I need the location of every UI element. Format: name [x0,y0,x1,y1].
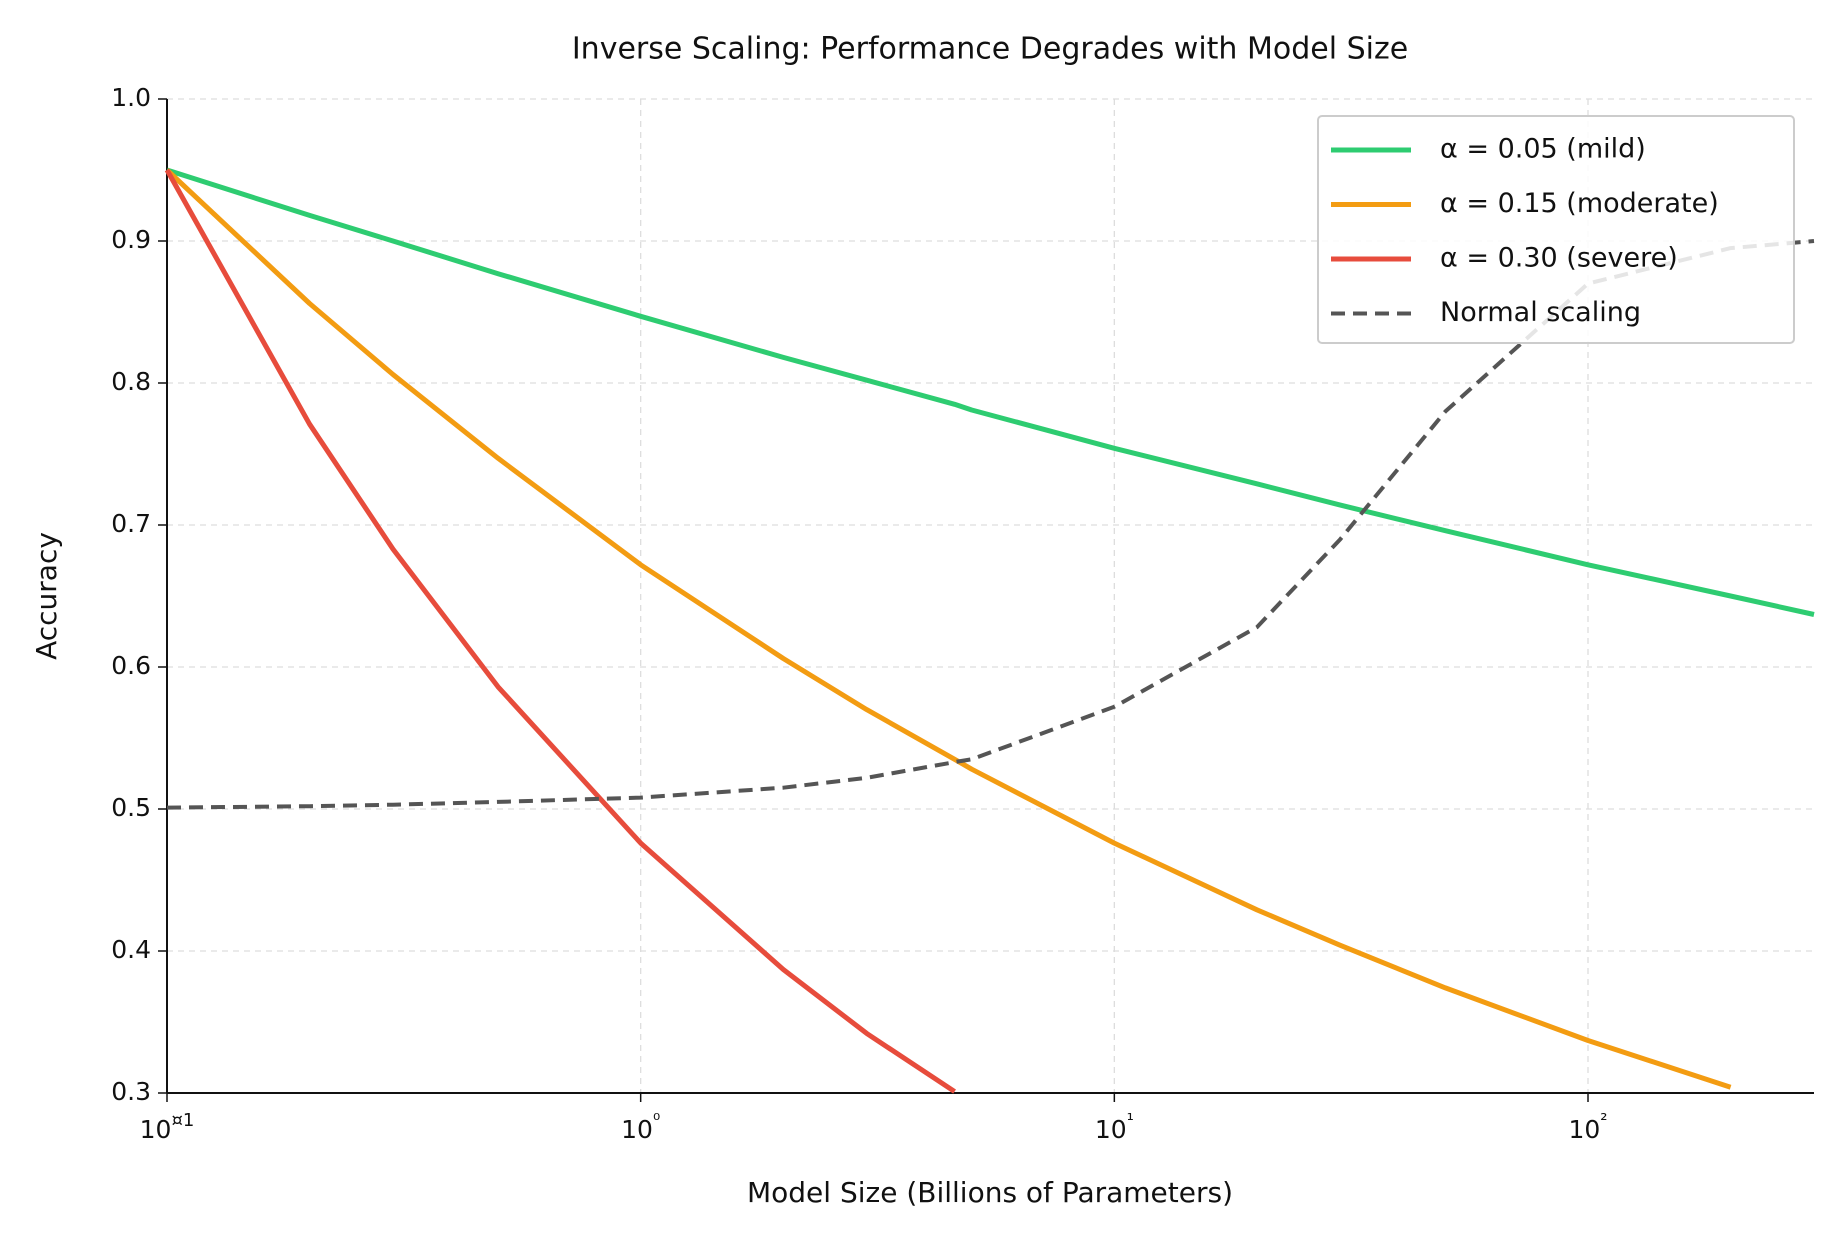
legend-label: Normal scaling [1440,297,1641,328]
y-tick-label: 0.7 [111,509,151,538]
legend-label: α = 0.30 (severe) [1440,243,1678,274]
series-line [166,167,1815,617]
y-tick-label: 0.3 [111,1077,151,1106]
chart-title: Inverse Scaling: Performance Degrades wi… [572,32,1408,67]
y-tick-label: 1.0 [111,83,151,112]
y-tick-label: 0.5 [111,793,151,822]
y-axis-label: Accuracy [30,532,63,660]
y-tick-label: 0.8 [111,367,151,396]
x-tick-label: 10⁰ [621,1110,660,1144]
legend-label: α = 0.05 (mild) [1440,134,1646,165]
legend-label: α = 0.15 (moderate) [1440,188,1719,219]
x-tick-label: 10¤1 [140,1110,195,1144]
series-line [166,239,1815,810]
y-tick-label: 0.4 [111,935,151,964]
y-tick-label: 0.6 [111,651,151,680]
legend-box [1317,115,1795,344]
series-line [165,168,1732,1090]
x-tick-label: 10¹ [1095,1110,1134,1144]
x-tick-label: 10² [1568,1110,1607,1144]
series-line [164,168,956,1094]
x-axis-label: Model Size (Billions of Parameters) [747,1176,1233,1209]
y-tick-label: 0.9 [111,225,151,254]
